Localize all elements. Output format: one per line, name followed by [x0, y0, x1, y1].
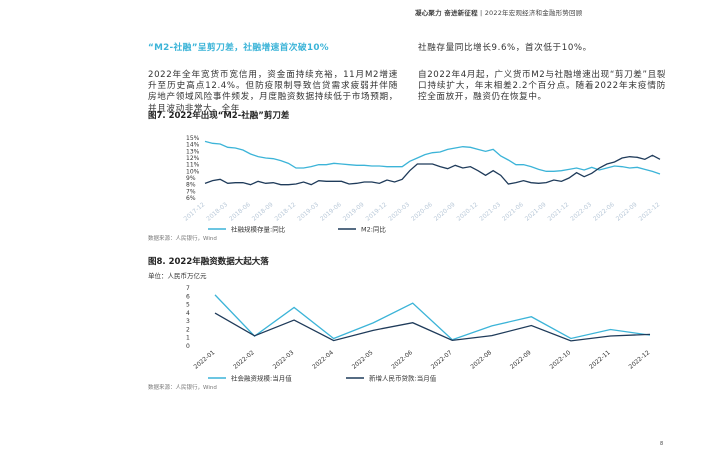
header-sep: |	[480, 9, 483, 17]
y-tick-label: 7	[186, 285, 190, 292]
x-tick-label: 2022-04	[311, 349, 335, 371]
x-tick-label: 2022-02	[232, 349, 256, 371]
header-title: 2022年宏观经济和金融形势回顾	[484, 9, 583, 17]
y-tick-label: 8%	[186, 182, 196, 189]
x-tick-label: 2018-03	[205, 201, 229, 223]
x-tick-label: 2017-12	[183, 201, 207, 223]
x-tick-label: 2018-06	[228, 201, 252, 223]
y-tick-label: 6	[186, 293, 190, 300]
section-heading: “M2-社融”呈剪刀差，社融增速首次破10%	[148, 43, 329, 53]
series-line	[204, 140, 661, 175]
x-tick-label: 2022-06	[592, 201, 616, 223]
y-tick-label: 5	[186, 302, 190, 309]
right-text-1: 社融存量同比增长9.6%，首次低于10%。	[418, 43, 592, 53]
x-tick-label: 2022-09	[615, 201, 639, 223]
x-tick-label: 2022-09	[509, 349, 533, 371]
chart-title: 图7. 2022年出现“M2-社融”剪刀差	[148, 110, 290, 121]
y-tick-label: 7%	[186, 188, 196, 195]
y-tick-label: 11%	[186, 162, 200, 169]
x-tick-label: 2022-03	[569, 201, 593, 223]
right-text-2: 自2022年4月起，广义货币M2与社融增速出现“剪刀差”且裂口持续扩大，年末相差…	[418, 70, 666, 103]
x-tick-label: 2022-12	[628, 349, 652, 371]
x-tick-label: 2022-01	[193, 349, 217, 371]
x-tick-label: 2018-09	[251, 201, 275, 223]
x-tick-label: 2022-06	[390, 349, 414, 371]
series-line	[214, 294, 651, 341]
x-tick-label: 2021-12	[547, 201, 571, 223]
x-tick-label: 2022-12	[638, 201, 662, 223]
y-tick-label: 10%	[186, 168, 200, 175]
source-note: 数据来源：人民银行，Wind	[148, 383, 217, 391]
y-tick-label: 9%	[186, 175, 196, 182]
y-tick-label: 2	[186, 326, 190, 333]
series-line	[204, 154, 661, 186]
x-tick-label: 2021-03	[478, 201, 502, 223]
header: 凝心聚力 奋进新征程 | 2022年宏观经济和金融形势回顾	[415, 8, 675, 19]
y-tick-label: 13%	[186, 148, 200, 155]
x-tick-label: 2022-03	[272, 349, 296, 371]
chart-title: 图8. 2022年融资数据大起大落	[148, 256, 269, 267]
x-tick-label: 2019-03	[296, 201, 320, 223]
x-tick-label: 2019-09	[342, 201, 366, 223]
y-tick-label: 3	[186, 318, 190, 325]
y-tick-label: 14%	[186, 142, 200, 149]
legend-label: 社会融资规模:当月值	[231, 374, 292, 383]
x-tick-label: 2022-10	[548, 349, 572, 371]
x-tick-label: 2018-12	[274, 201, 298, 223]
x-tick-label: 2022-11	[588, 349, 612, 371]
x-tick-label: 2021-06	[501, 201, 525, 223]
x-tick-label: 2020-03	[387, 201, 411, 223]
header-bold: 凝心聚力 奋进新征程	[415, 9, 478, 17]
legend-label: 新增人民币贷款:当月值	[369, 374, 437, 383]
x-tick-label: 2022-05	[351, 349, 375, 371]
legend-label: M2:同比	[361, 225, 386, 234]
left-text: 2022年全年宽货币宽信用，资金面持续充裕，11月M2增速升至历史高点12.4%…	[148, 70, 398, 114]
x-tick-label: 2019-06	[319, 201, 343, 223]
y-tick-label: 6%	[186, 195, 196, 202]
x-tick-label: 2020-12	[456, 201, 480, 223]
series-line	[214, 312, 651, 342]
unit-label: 单位：人民币万亿元	[148, 271, 207, 280]
y-tick-label: 12%	[186, 155, 200, 162]
x-tick-label: 2019-12	[365, 201, 389, 223]
y-tick-label: 4	[186, 310, 190, 317]
x-tick-label: 2020-06	[410, 201, 434, 223]
y-tick-label: 15%	[186, 135, 200, 142]
x-tick-label: 2022-08	[469, 349, 493, 371]
y-tick-label: 0	[186, 343, 190, 350]
x-tick-label: 2021-09	[524, 201, 548, 223]
legend-label: 社融规模存量:同比	[231, 225, 286, 234]
x-tick-label: 2022-07	[430, 349, 454, 371]
x-tick-label: 2020-09	[433, 201, 457, 223]
y-tick-label: 1	[186, 335, 190, 342]
page-number: 8	[660, 441, 663, 447]
source-note: 数据来源：人民银行，Wind	[148, 234, 217, 242]
